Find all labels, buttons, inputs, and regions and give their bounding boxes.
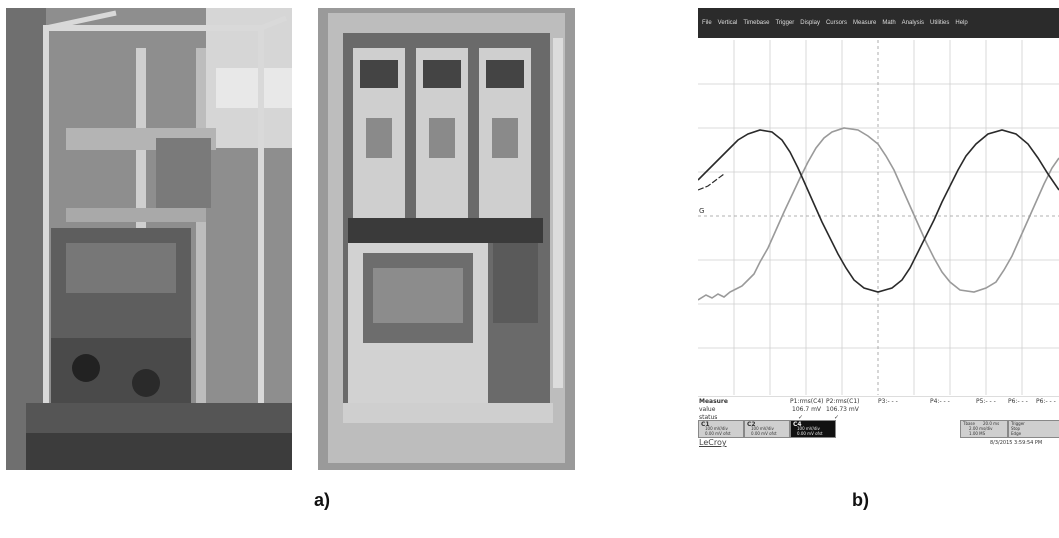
value-row-label: value (699, 406, 716, 413)
channel-c2-scale: 100 mV/div (751, 426, 774, 431)
trigger-label: Trigger (1011, 421, 1025, 426)
timebase-box[interactable]: Tbase 20.0 ms 2.00 ms/div 1.00 MS (960, 420, 1008, 438)
channel-c1-label: C1 (701, 421, 710, 428)
trace-dark-step (698, 173, 725, 191)
menu-timebase[interactable]: Timebase (743, 20, 770, 26)
scope-grid (698, 40, 1059, 395)
channel-c2-offset: 0.00 mV ofst (751, 431, 777, 436)
trigger-type: Edge (1011, 431, 1022, 436)
scope-menubar: File Vertical Timebase Trigger Display C… (698, 8, 1059, 38)
measure-value-p1: 106.7 mV (792, 406, 822, 413)
measure-header-p1[interactable]: P1:rms(C4) (790, 398, 824, 405)
menu-analysis[interactable]: Analysis (901, 20, 925, 26)
channel-c1-offset: 0.00 mV ofst (705, 431, 731, 436)
menu-utilities[interactable]: Utilities (930, 20, 950, 26)
channel-c4-offset: 0.00 mV ofst (797, 431, 823, 436)
channel-box-c4[interactable]: C4 100 mV/div 0.00 mV ofst (790, 420, 836, 438)
timebase-value: 20.0 ms (983, 421, 1000, 426)
measure-table: Measure value status P1:rms(C4) 106.7 mV… (698, 396, 1059, 421)
trigger-box[interactable]: Trigger Stop Edge (1008, 420, 1059, 438)
measure-row-label: Measure (699, 398, 728, 405)
menu-math[interactable]: Math (882, 20, 896, 26)
timebase-scale: 2.00 ms/div (969, 426, 993, 431)
channel-box-c1[interactable]: C1 100 mV/div 0.00 mV ofst (698, 420, 744, 438)
measure-header-p7[interactable]: P6:- - - (1036, 398, 1056, 405)
menu-file[interactable]: File (702, 20, 712, 26)
channel-c1-scale: 100 mV/div (705, 426, 728, 431)
channel-box-c2[interactable]: C2 100 mV/div 0.00 mV ofst (744, 420, 790, 438)
measure-status-p1: ✓ (798, 414, 804, 421)
trace-light (698, 127, 1059, 301)
menu-trigger[interactable]: Trigger (775, 20, 795, 26)
menu-vertical[interactable]: Vertical (717, 20, 738, 26)
measure-header-p4[interactable]: P4:- - - (930, 398, 950, 405)
cabinet-side-image (6, 8, 292, 470)
ground-marker: G (699, 207, 704, 215)
menu-display[interactable]: Display (800, 20, 820, 26)
scope-waveform-display: G (698, 40, 1059, 395)
caption-a: a) (314, 490, 331, 510)
menu-help[interactable]: Help (955, 20, 968, 26)
photo-cabinet-front (318, 8, 575, 470)
menu-measure[interactable]: Measure (852, 20, 877, 26)
menu-cursors[interactable]: Cursors (825, 20, 847, 26)
trace-dark (698, 129, 1059, 293)
status-row-label: status (699, 414, 718, 421)
timebase-samples: 1.00 MS (969, 431, 986, 436)
scope-timestamp: 8/3/2015 3:59:54 PM (990, 440, 1043, 446)
lecroy-brand: LeCroy (699, 438, 727, 447)
channel-c4-scale: 100 mV/div (797, 426, 820, 431)
measure-header-p5[interactable]: P5:- - - (976, 398, 996, 405)
caption-b: b) (852, 490, 869, 510)
measure-header-p3[interactable]: P3:- - - (878, 398, 898, 405)
measure-value-p2: 106.73 mV (826, 406, 859, 413)
measure-header-p6[interactable]: P6:- - - (1008, 398, 1028, 405)
channel-c2-label: C2 (747, 421, 756, 428)
oscilloscope-screenshot: File Vertical Timebase Trigger Display C… (698, 8, 1059, 452)
channel-c4-label: C4 (793, 421, 802, 428)
measure-status-p2: ✓ (834, 414, 840, 421)
cabinet-front-image (318, 8, 575, 470)
photo-cabinet-side (6, 8, 292, 470)
timebase-label: Tbase (963, 421, 975, 426)
trigger-mode: Stop (1011, 426, 1021, 431)
measure-header-p2[interactable]: P2:rms(C1) (826, 398, 860, 405)
